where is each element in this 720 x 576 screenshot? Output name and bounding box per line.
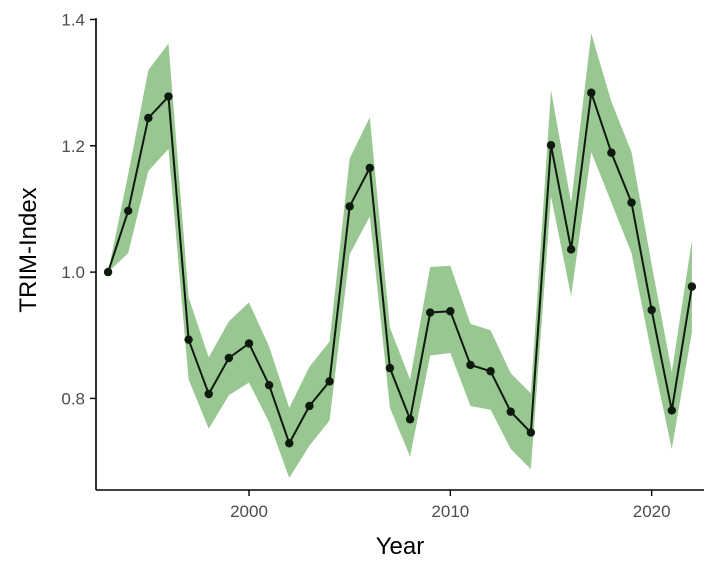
data-point — [627, 198, 636, 207]
series-line-layer — [107, 91, 693, 445]
data-point — [244, 339, 254, 348]
data-point — [486, 367, 495, 376]
data-point — [305, 401, 314, 411]
data-point — [224, 353, 234, 363]
data-point — [325, 377, 334, 386]
x-tick-label: 2010 — [431, 502, 469, 521]
data-point — [285, 439, 294, 448]
data-point — [647, 305, 656, 315]
data-point — [405, 415, 415, 424]
data-point — [566, 245, 576, 254]
data-point — [466, 360, 475, 370]
data-point — [526, 428, 536, 437]
axes: 2000 2010 2020 0.8 1.0 1.2 1.4 — [61, 10, 704, 521]
data-point — [264, 380, 274, 390]
x-axis-ticks: 2000 2010 2020 — [230, 490, 671, 521]
y-axis-title: TRIM-Index — [15, 187, 42, 312]
confidence-band-layer — [108, 33, 692, 479]
confidence-band — [108, 33, 692, 479]
series-line — [107, 91, 693, 445]
y-tick-label: 1.4 — [61, 10, 85, 29]
data-point — [426, 308, 435, 317]
data-point — [184, 335, 193, 344]
data-points-layer — [103, 88, 697, 448]
y-tick-label: 1.0 — [61, 263, 85, 282]
y-tick-label: 1.2 — [61, 137, 85, 156]
data-point — [385, 363, 395, 373]
y-axis-ticks: 0.8 1.0 1.2 1.4 — [61, 10, 96, 408]
x-tick-label: 2020 — [633, 502, 671, 521]
data-point — [667, 406, 676, 415]
data-point — [345, 202, 354, 211]
data-point — [365, 163, 374, 173]
data-point — [587, 88, 596, 97]
y-tick-label: 0.8 — [61, 389, 85, 408]
data-point — [506, 407, 515, 416]
data-point — [687, 282, 697, 291]
data-point — [103, 267, 113, 277]
x-tick-label: 2000 — [230, 502, 268, 521]
data-point — [204, 389, 213, 399]
data-point — [164, 92, 173, 101]
data-point — [546, 140, 556, 150]
data-point — [446, 307, 455, 316]
data-point — [607, 148, 616, 157]
x-axis-title: Year — [376, 533, 425, 560]
data-point — [144, 113, 153, 123]
data-point — [124, 206, 133, 216]
